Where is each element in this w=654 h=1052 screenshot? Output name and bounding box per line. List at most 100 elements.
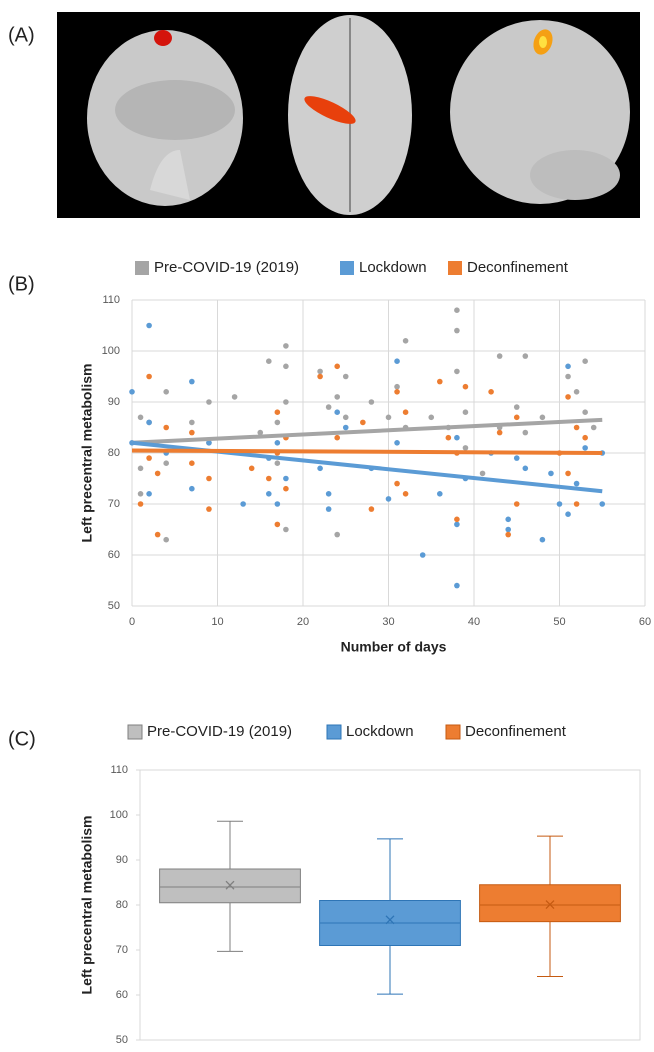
scatter-point <box>325 506 332 512</box>
scatter-point <box>573 480 580 487</box>
scatter-point <box>419 552 426 558</box>
mean-marker <box>545 900 555 910</box>
scatter-point <box>394 480 400 487</box>
legend-label: Pre-COVID-19 (2019) <box>154 259 299 276</box>
legend-swatch <box>135 261 149 275</box>
scatter-point <box>189 429 195 436</box>
x-tick-label: 10 <box>211 616 223 628</box>
scatter-point <box>146 322 152 329</box>
scatter-point <box>334 531 341 538</box>
scatter-point <box>522 429 529 436</box>
scatter-point <box>189 460 195 467</box>
y-tick-label: 50 <box>108 600 120 612</box>
brain-images <box>57 12 640 218</box>
scatter-point <box>231 394 238 400</box>
scatter-point <box>513 404 520 410</box>
scatter-point <box>283 485 289 492</box>
scatter-point <box>360 419 366 426</box>
legend-label: Deconfinement <box>465 723 567 740</box>
scatter-point <box>454 327 460 334</box>
scatter-point <box>129 389 135 395</box>
scatter-point <box>479 470 486 477</box>
scatter-point <box>454 516 460 523</box>
x-tick-label: 30 <box>382 616 394 628</box>
scatter-point <box>394 389 400 395</box>
y-tick-label: 110 <box>102 294 120 306</box>
scatter-point <box>248 465 255 472</box>
scatter-point <box>462 409 469 416</box>
x-tick-label: 60 <box>639 616 651 628</box>
scatter-point <box>368 399 375 405</box>
x-tick-label: 20 <box>297 616 309 628</box>
scatter-point <box>189 378 195 385</box>
scatter-point <box>283 343 289 349</box>
scatter-point <box>513 455 520 461</box>
y-tick-label: 100 <box>110 809 128 821</box>
scatter-point <box>274 440 281 446</box>
scatter-point <box>325 491 332 497</box>
scatter-point <box>146 419 152 426</box>
mean-marker <box>225 880 235 890</box>
scatter-point <box>556 501 563 507</box>
scatter-point <box>317 368 323 375</box>
trend-line <box>131 448 603 455</box>
scatter-point <box>137 501 144 507</box>
legend-swatch <box>127 724 143 740</box>
scatter-point <box>154 531 161 538</box>
scatter-point <box>402 491 409 497</box>
scatter-point <box>317 465 323 472</box>
x-tick-label: 40 <box>468 616 480 628</box>
scatter-point <box>496 429 503 436</box>
scatter-point <box>573 389 580 395</box>
y-tick-label: 80 <box>116 899 128 911</box>
mean-marker <box>385 915 395 925</box>
scatter-point <box>582 445 588 451</box>
scatter-point <box>154 470 161 477</box>
scatter-point <box>189 419 195 426</box>
scatter-point <box>454 368 460 375</box>
legend-label: Deconfinement <box>467 259 569 276</box>
legend-swatch <box>448 261 462 275</box>
panel-label: (C) <box>8 728 36 750</box>
y-tick-label: 60 <box>108 549 120 561</box>
scatter-point <box>146 373 152 380</box>
scatter-point <box>573 501 580 507</box>
y-tick-label: 80 <box>108 447 120 459</box>
scatter-point <box>274 460 281 467</box>
scatter-point <box>342 424 349 431</box>
scatter-point <box>454 521 460 528</box>
scatter-point <box>257 429 264 436</box>
x-tick-label: 50 <box>553 616 565 628</box>
scatter-point <box>522 353 529 359</box>
scatter-point <box>539 414 546 421</box>
scatter-point <box>266 475 272 482</box>
y-axis-title: Left precentral metabolism <box>79 816 95 995</box>
scatter-point <box>240 501 246 507</box>
scatter-point <box>163 536 169 543</box>
scatter-point <box>266 358 272 365</box>
panel-label: (A) <box>8 24 35 46</box>
scatter-point <box>454 307 460 314</box>
box <box>159 868 301 904</box>
scatter-point <box>505 526 512 533</box>
scatter-point <box>599 501 606 507</box>
scatter-point <box>274 419 281 426</box>
y-tick-label: 50 <box>116 1034 128 1046</box>
scatter-point <box>565 363 571 370</box>
scatter-point <box>394 440 400 446</box>
scatter-point <box>146 455 152 461</box>
x-tick-label: 0 <box>129 616 135 628</box>
scatter-point <box>454 582 460 589</box>
scatter-point <box>206 399 212 405</box>
scatter-point <box>402 338 409 344</box>
scatter-point <box>137 414 144 421</box>
scatter-point <box>385 414 392 421</box>
scatter-point <box>462 445 469 451</box>
scatter-point <box>274 521 281 528</box>
scatter-point <box>565 373 571 380</box>
scatter-point <box>590 424 597 431</box>
scatter-point <box>505 516 512 523</box>
scatter-point <box>394 383 400 390</box>
x-axis-title: Number of days <box>341 639 447 655</box>
scatter-point <box>539 536 546 543</box>
